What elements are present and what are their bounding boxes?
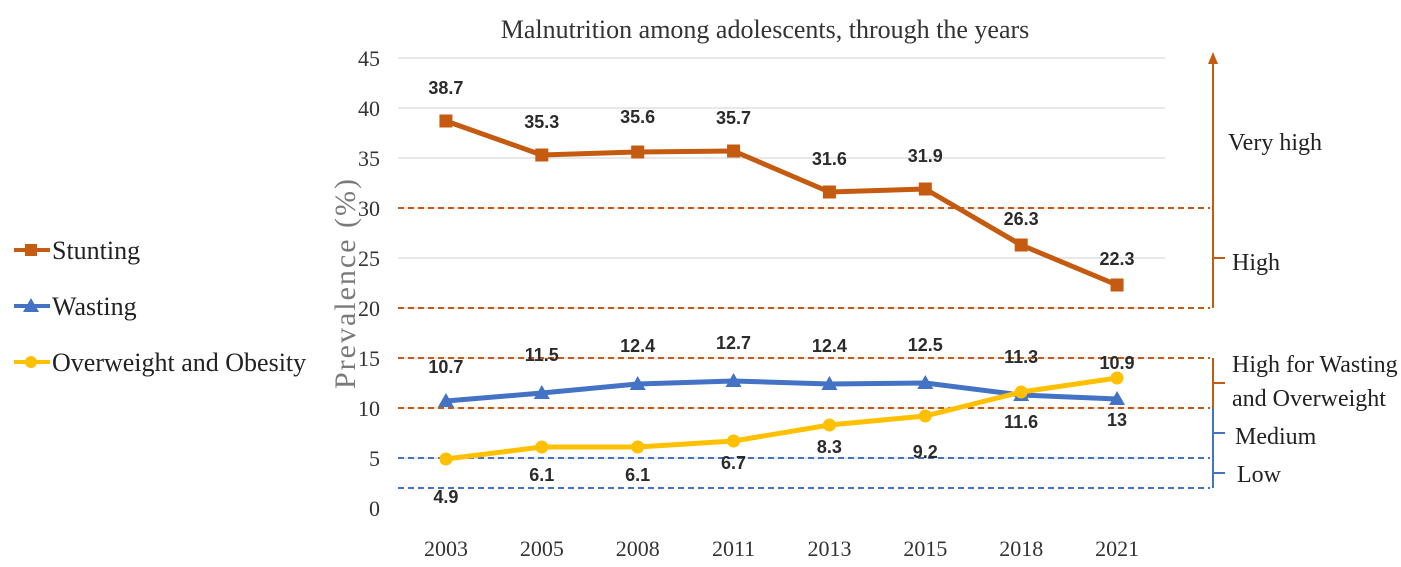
- data-point-overweight: [1014, 385, 1028, 399]
- data-label: 22.3: [1100, 249, 1135, 269]
- data-label: 10.9: [1100, 353, 1135, 373]
- threshold-lines: [398, 207, 1210, 489]
- data-label: 35.6: [620, 107, 655, 127]
- circle-marker-icon: [25, 356, 37, 368]
- band-label: Very high: [1228, 130, 1322, 156]
- data-label: 11.3: [1004, 347, 1038, 367]
- band-label: Medium: [1235, 424, 1317, 450]
- y-tick-label: 45: [358, 46, 380, 71]
- data-label: 6.1: [625, 465, 650, 485]
- data-point-stunting: [822, 185, 836, 199]
- data-point-stunting: [535, 148, 549, 162]
- data-point-stunting: [1110, 278, 1124, 292]
- y-tick-label: 40: [358, 96, 380, 121]
- y-tick-label: 15: [358, 346, 380, 371]
- data-label: 8.3: [817, 437, 842, 457]
- data-label: 11.5: [525, 345, 559, 365]
- chart-title: Malnutrition among adolescents, through …: [501, 15, 1030, 44]
- legend-label: Overweight and Obesity: [52, 348, 306, 377]
- data-labels: 38.7 35.3 35.6 35.7 31.6 31.9 26.3 22.3 10.7 11.5…: [428, 78, 1134, 507]
- data-point-wasting: [821, 376, 838, 390]
- data-label: 31.6: [812, 149, 847, 169]
- data-label: 26.3: [1004, 209, 1039, 229]
- data-label: 12.7: [716, 333, 751, 353]
- data-point-overweight: [1110, 371, 1124, 385]
- x-tick-label: 2008: [616, 536, 660, 561]
- data-label: 9.2: [913, 442, 938, 462]
- data-point-wasting: [917, 375, 934, 389]
- data-label: 11.6: [1004, 412, 1038, 432]
- y-tick-label: 10: [358, 396, 380, 421]
- y-axis-label: Prevalence (%): [329, 177, 362, 389]
- data-point-wasting: [629, 376, 646, 390]
- data-label: 35.7: [716, 108, 751, 128]
- y-tick-label: 30: [358, 196, 380, 221]
- data-point-stunting: [918, 182, 932, 196]
- band-label: High: [1232, 250, 1280, 276]
- data-label: 13: [1107, 410, 1127, 430]
- band-label: Low: [1237, 462, 1282, 488]
- legend-label: Stunting: [52, 236, 140, 265]
- x-tick-label: 2005: [520, 536, 564, 561]
- y-tick-label: 20: [358, 296, 380, 321]
- data-label: 35.3: [524, 112, 559, 132]
- data-point-overweight: [439, 452, 453, 466]
- data-point-overweight: [727, 434, 741, 448]
- data-point-overweight: [631, 440, 645, 454]
- x-tick-label: 2021: [1095, 536, 1139, 561]
- data-label: 4.9: [433, 487, 458, 507]
- band-label: and Overweight: [1232, 386, 1386, 412]
- band-label: High for Wasting: [1232, 352, 1398, 378]
- data-point-wasting: [437, 393, 454, 407]
- data-point-stunting: [631, 145, 645, 159]
- data-point-stunting: [1014, 238, 1028, 252]
- data-label: 12.4: [812, 336, 847, 356]
- series-line-1: [445, 378, 1118, 404]
- data-point-overweight: [918, 409, 932, 423]
- x-tick-label: 2013: [807, 536, 851, 561]
- prevalence-bands: Very high High High for Wasting and Overwei…: [1208, 52, 1398, 488]
- data-point-overweight: [822, 418, 836, 432]
- data-point-stunting: [727, 144, 741, 158]
- legend-label: Wasting: [52, 292, 137, 321]
- data-label: 12.4: [620, 336, 655, 356]
- series-line-2: [445, 375, 1118, 462]
- x-tick-label: 2011: [712, 536, 755, 561]
- y-tick-label: 5: [369, 446, 380, 471]
- data-point-wasting: [533, 385, 550, 399]
- data-point-wasting: [725, 373, 742, 387]
- legend: Stunting Wasting Overweight and Obesity: [14, 236, 306, 377]
- data-label: 12.5: [908, 335, 943, 355]
- x-tick-label: 2018: [999, 536, 1043, 561]
- data-point-stunting: [439, 114, 453, 128]
- data-label: 31.9: [908, 146, 943, 166]
- data-point-overweight: [535, 440, 549, 454]
- x-tick-label: 2015: [903, 536, 947, 561]
- data-label: 6.7: [721, 453, 746, 473]
- axis-ticks: 0 5 10 15 20 25 30 35 40 45 2003 2005 2008 2011 2013 20…: [358, 46, 1139, 561]
- triangle-marker-icon: [23, 298, 39, 312]
- data-label: 38.7: [428, 78, 463, 98]
- data-series: [437, 114, 1126, 466]
- data-label: 10.7: [428, 357, 463, 377]
- square-marker-icon: [25, 244, 37, 256]
- x-tick-label: 2003: [424, 536, 468, 561]
- y-tick-label: 35: [358, 146, 380, 171]
- y-tick-label: 0: [369, 496, 380, 521]
- series-line-0: [445, 118, 1119, 288]
- data-point-wasting: [1109, 391, 1126, 405]
- data-label: 6.1: [529, 465, 554, 485]
- y-tick-label: 25: [358, 246, 380, 271]
- arrow-head-icon: [1208, 52, 1218, 64]
